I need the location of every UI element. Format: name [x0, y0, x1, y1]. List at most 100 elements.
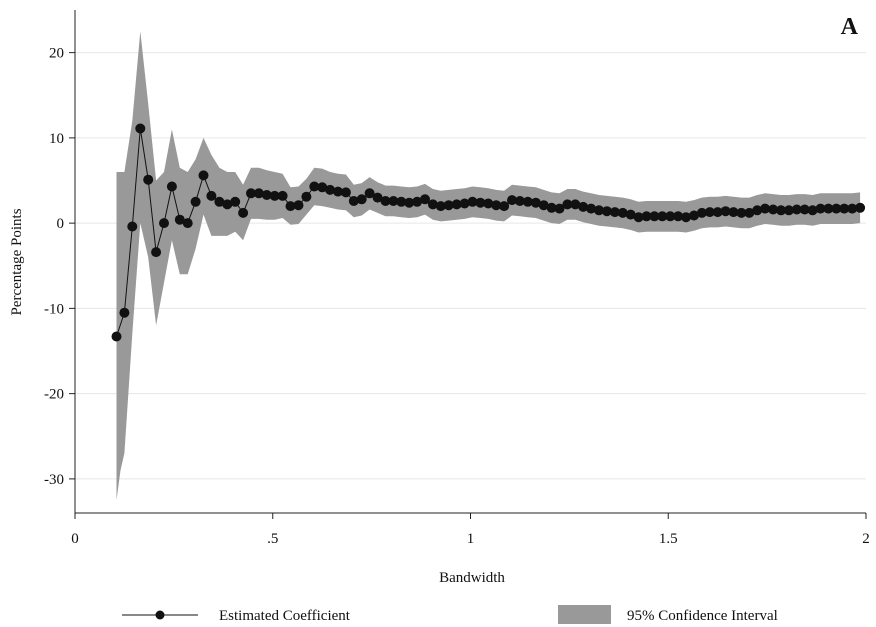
coefficient-point: [182, 218, 193, 229]
coefficient-point: [681, 212, 691, 223]
coefficient-point: [665, 211, 676, 222]
coefficient-point: [420, 194, 430, 205]
coefficient-point: [554, 203, 565, 214]
coefficient-point: [253, 188, 264, 199]
coefficient-point: [427, 199, 438, 210]
coefficient-point: [570, 199, 581, 210]
coefficient-point: [791, 204, 802, 215]
coefficient-point: [451, 199, 462, 210]
legend-label-confidence-interval: 95% Confidence Interval: [627, 608, 778, 624]
legend-band-swatch: [558, 605, 611, 624]
legend-label-coefficient: Estimated Coefficient: [219, 608, 351, 624]
coefficient-point: [443, 200, 454, 211]
coefficient-point: [712, 207, 723, 218]
coefficient-point: [696, 207, 707, 218]
coefficient-point: [633, 212, 644, 223]
y-tick-label: -30: [44, 472, 64, 488]
coefficient-point: [246, 188, 256, 199]
coefficient-point: [198, 170, 209, 181]
coefficient-point: [522, 196, 533, 207]
coefficient-point: [507, 195, 517, 206]
x-tick-label: 1: [467, 531, 475, 547]
coefficient-point: [174, 214, 185, 225]
coefficient-point: [127, 221, 138, 232]
x-axis-title: Bandwidth: [439, 570, 505, 586]
coefficient-point: [586, 203, 597, 214]
coefficient-point: [459, 198, 470, 209]
coefficient-point: [530, 197, 541, 208]
y-tick-label: 20: [49, 46, 64, 62]
coefficient-point: [356, 194, 367, 205]
panel-label: A: [841, 14, 859, 40]
coefficient-point: [483, 198, 494, 209]
coefficient-point: [776, 205, 786, 216]
coefficient-point: [372, 192, 383, 203]
coefficient-point: [657, 211, 668, 222]
coefficient-point: [119, 307, 130, 318]
coefficient-point: [380, 196, 391, 206]
legend: Estimated Coefficient 95% Confidence Int…: [122, 605, 778, 624]
coefficient-point: [673, 211, 684, 222]
coefficient-point: [261, 190, 272, 200]
coefficient-point: [135, 123, 146, 134]
coefficient-point: [222, 199, 233, 210]
coefficient-point: [839, 203, 850, 214]
coefficient-point: [467, 196, 478, 207]
x-tick-label: 0: [71, 531, 79, 547]
coefficient-point: [823, 203, 834, 214]
coefficient-point: [325, 184, 336, 195]
coefficient-point: [190, 196, 201, 207]
coefficient-point: [435, 201, 446, 212]
coefficient-point: [815, 203, 826, 214]
coefficient-point: [317, 182, 328, 193]
coefficient-point: [728, 207, 739, 218]
coefficient-point: [617, 207, 628, 218]
coefficient-point: [111, 331, 122, 342]
coefficient-point: [855, 202, 866, 213]
coefficient-point: [491, 200, 502, 211]
axes: [74, 10, 866, 514]
coefficient-point: [807, 205, 818, 216]
coefficient-point: [348, 196, 359, 206]
coefficient-point: [333, 186, 343, 197]
coefficient-point: [641, 211, 652, 222]
coefficient-point: [594, 205, 604, 216]
coefficient-point: [601, 206, 612, 217]
coefficient-point: [831, 203, 842, 214]
coefficient-point: [285, 201, 296, 212]
coefficient-point: [562, 199, 573, 210]
coefficient-point: [689, 210, 699, 221]
coefficient-point: [720, 206, 731, 217]
legend-marker-symbol: [155, 610, 165, 620]
ticks: -30 -20 -10 0 10 20 0 .5 1 1.5 2: [44, 46, 870, 547]
coefficient-point: [340, 187, 351, 198]
coefficient-point: [514, 196, 525, 206]
coefficient-points: [111, 123, 866, 342]
coefficient-point: [269, 190, 280, 201]
coefficient-point: [396, 196, 407, 207]
y-tick-label: 10: [49, 131, 64, 147]
grid-lines: [75, 52, 866, 480]
coefficient-point: [783, 205, 794, 216]
coefficient-point: [309, 181, 320, 192]
coefficient-point: [704, 207, 715, 218]
y-tick-label: 0: [57, 216, 65, 232]
y-tick-label: -10: [44, 301, 64, 317]
coefficient-point: [546, 202, 557, 213]
coefficient-point: [159, 218, 169, 229]
coefficient-point: [744, 207, 755, 218]
coefficient-point: [214, 196, 225, 207]
coefficient-point: [364, 188, 375, 199]
coefficient-point: [412, 196, 423, 207]
coefficient-point: [578, 201, 589, 212]
coefficient-point: [151, 247, 162, 258]
coefficient-point: [609, 207, 620, 218]
coefficient-point: [538, 200, 549, 211]
coefficient-point: [499, 201, 510, 212]
coefficient-point: [404, 197, 415, 208]
coefficient-point: [230, 196, 241, 207]
coefficient-point: [166, 181, 177, 192]
coefficient-point: [799, 204, 810, 215]
coefficient-point: [760, 203, 771, 214]
coefficient-point: [625, 209, 636, 220]
